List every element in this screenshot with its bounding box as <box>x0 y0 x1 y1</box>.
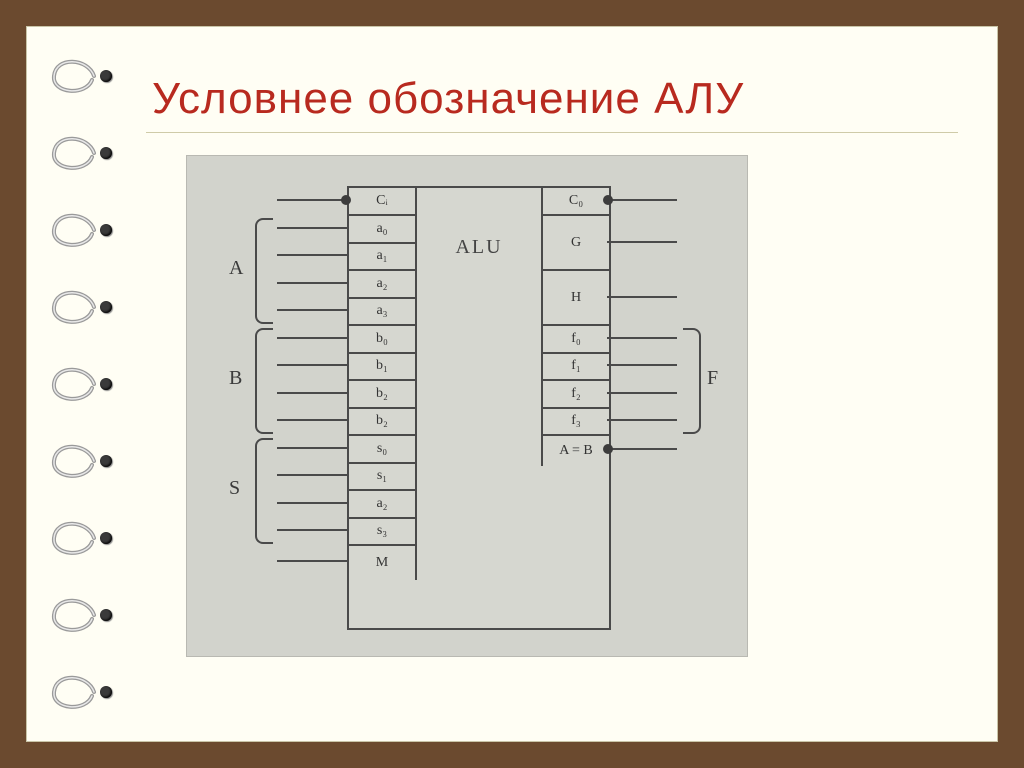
pin-label: b₁ <box>349 354 415 382</box>
pin-wire <box>277 447 347 449</box>
spiral-ring <box>62 133 116 173</box>
pin-label: f₂ <box>543 381 609 409</box>
pin-label: a₂ <box>349 271 415 299</box>
pin-label: s₁ <box>349 464 415 492</box>
pin-label: A = B <box>543 436 609 466</box>
pin-label: M <box>349 546 415 580</box>
pin-label: b₂ <box>349 381 415 409</box>
group-label: A <box>229 257 243 280</box>
group-label: S <box>229 477 240 500</box>
pin-label: a₁ <box>349 244 415 272</box>
pin-wire <box>607 241 677 243</box>
spiral-binding <box>62 56 122 712</box>
inversion-dot <box>341 195 351 205</box>
spiral-ring <box>62 441 116 481</box>
pin-wire <box>277 282 347 284</box>
pin-wire <box>277 560 347 562</box>
pin-wire <box>277 199 347 201</box>
pin-wire <box>277 419 347 421</box>
group-label: B <box>229 367 242 390</box>
pin-label: H <box>543 271 609 326</box>
pin-label: s₀ <box>349 436 415 464</box>
pin-wire <box>277 227 347 229</box>
group-brace <box>255 438 273 544</box>
pin-wire <box>607 448 677 450</box>
group-label: F <box>707 367 718 390</box>
pin-wire <box>277 392 347 394</box>
pin-label: a₀ <box>349 216 415 244</box>
pin-wire <box>277 529 347 531</box>
pin-wire <box>607 392 677 394</box>
pin-wire <box>607 364 677 366</box>
spiral-ring <box>62 518 116 558</box>
spiral-ring <box>62 56 116 96</box>
pin-wire <box>277 337 347 339</box>
group-brace <box>255 218 273 324</box>
pin-wire <box>277 309 347 311</box>
pin-label: b₀ <box>349 326 415 354</box>
pin-label: G <box>543 216 609 271</box>
pin-wire <box>277 364 347 366</box>
alu-diagram: Cᵢa₀a₁a₂a₃b₀b₁b₂b₂s₀s₁a₂s₃M C₀GHf₀f₁f₂f₃… <box>186 155 748 657</box>
pin-label: Cᵢ <box>349 188 415 216</box>
pin-wire <box>607 419 677 421</box>
group-brace <box>255 328 273 434</box>
pin-wire <box>277 474 347 476</box>
spiral-ring <box>62 210 116 250</box>
pin-label: a₃ <box>349 299 415 327</box>
pin-wire <box>277 254 347 256</box>
spiral-ring <box>62 595 116 635</box>
group-brace <box>683 328 701 434</box>
pin-label: f₁ <box>543 354 609 382</box>
title-underline <box>146 132 958 133</box>
pin-wire <box>607 296 677 298</box>
spiral-ring <box>62 287 116 327</box>
slide-content: Условнее обозначение АЛУ Cᵢa₀a₁a₂a₃b₀b₁b… <box>146 56 958 712</box>
pin-wire <box>607 337 677 339</box>
inversion-dot <box>603 444 613 454</box>
alu-chip: Cᵢa₀a₁a₂a₃b₀b₁b₂b₂s₀s₁a₂s₃M C₀GHf₀f₁f₂f₃… <box>347 186 611 630</box>
chip-center-label: ALU <box>415 236 543 259</box>
pin-label: f₃ <box>543 409 609 437</box>
right-pin-column: C₀GHf₀f₁f₂f₃A = B <box>541 188 609 466</box>
spiral-ring <box>62 672 116 712</box>
slide-frame: Условнее обозначение АЛУ Cᵢa₀a₁a₂a₃b₀b₁b… <box>0 0 1024 768</box>
slide-page: Условнее обозначение АЛУ Cᵢa₀a₁a₂a₃b₀b₁b… <box>26 26 998 742</box>
spiral-ring <box>62 364 116 404</box>
pin-label: f₀ <box>543 326 609 354</box>
left-pin-column: Cᵢa₀a₁a₂a₃b₀b₁b₂b₂s₀s₁a₂s₃M <box>349 188 417 580</box>
pin-label: C₀ <box>543 188 609 216</box>
pin-wire <box>607 199 677 201</box>
pin-label: s₃ <box>349 519 415 547</box>
pin-label: a₂ <box>349 491 415 519</box>
pin-wire <box>277 502 347 504</box>
inversion-dot <box>603 195 613 205</box>
pin-label: b₂ <box>349 409 415 437</box>
slide-title: Условнее обозначение АЛУ <box>152 74 958 124</box>
